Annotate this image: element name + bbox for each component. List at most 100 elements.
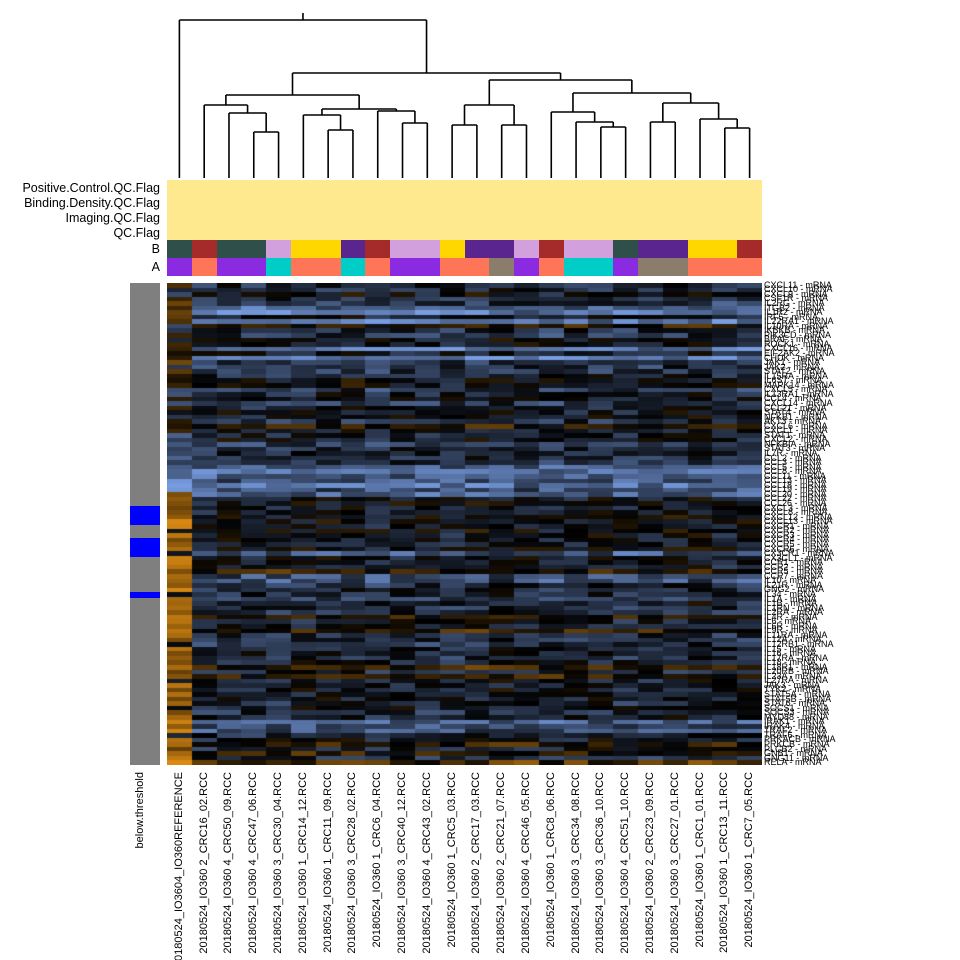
column-label: 20180524_IO360 1_CRC5_03.RCC [445,772,458,948]
annotation-cell-b [365,240,391,258]
annotation-cell-b [216,240,242,258]
annotation-cell-a [737,258,763,276]
column-dendrogram [178,13,751,178]
annotation-cell-b [266,240,292,258]
gene-label: TYK2 - mRNA [764,684,822,695]
annotation-cell-a [266,258,292,276]
annotation-cell-b [613,240,639,258]
gene-label: CXCR1 - mRNA [764,520,830,531]
gene-label: IL6 - mRNA [764,616,812,627]
annotation-row-label-positive-control-qc-flag: Positive.Control.QC.Flag [22,181,160,195]
gene-label: CXCL1 - mRNA [764,425,828,436]
gene-label: NFKB1 - mRNA [764,411,828,422]
column-label: 20180524_IO360 3_CRC36_10.RCC [594,772,607,954]
annotation-cell-a [365,258,391,276]
gene-label: CXCL14 - mRNA [764,398,833,408]
gene-label: IL2RA - mRNA [764,607,824,618]
annotation-cell-a [414,258,440,276]
gene-label: STAT5B - mRNA [764,693,832,704]
gene-label: TRAF2 - mRNA [764,725,827,736]
column-label: 20180524_IO360 3_CRC34_08.RCC [569,772,582,954]
column-label: 20180524_IO360 3_CRC28_02.RCC [346,772,359,954]
annotation-cell-b [638,240,664,258]
gene-label: CCL22 - mRNA [764,493,827,504]
column-label: 20180524_IO360 4_CRC43_02.RCC [420,772,433,954]
gene-label: IRF5 - mRNA [764,311,818,322]
below-threshold-flag-segment [130,542,160,548]
gene-label: IL27RA - mRNA [764,675,829,686]
gene-label: CCL2 - mRNA [764,452,822,463]
gene-label: CCR5 - mRNA [764,566,824,577]
gene-label: PRKCB - mRNA [764,739,830,750]
column-label: 20180524_IO360 2_CRC21_07.RCC [495,772,508,954]
gene-label: AKT3 - mRNA [764,416,822,427]
column-label: 20180524_IO360 1_CRC6_04.RCC [371,772,384,948]
column-label: 20180524_IO360 4_CRC50_09.RCC [222,772,235,954]
annotation-cell-a [439,258,465,276]
column-label: 20180524_IO360 3_CRC30_04.RCC [272,772,285,954]
gene-label: JAK3 - mRNA [764,679,821,690]
gene-label: STAT3 - mRNA [764,443,826,454]
column-label: 20180524_IO360 4_CRC47_06.RCC [247,772,260,954]
gene-label: IL7R - mRNA [764,448,818,459]
gene-label: CCR2 - mRNA [764,561,824,572]
gene-label: IL13RA1 - mRNA [764,388,834,399]
gene-label: CCL8 - mRNA [764,466,822,477]
gene-label: CXCR4 - mRNA [764,534,830,545]
annotation-cell-b [489,240,515,258]
annotation-row-label-b: B [151,242,160,256]
column-label: 20180524_IO360 1_CRC13_11.RCC [718,772,731,953]
annotation-cell-a [514,258,540,276]
gene-label: IL12RB1 - mRNA [764,639,834,649]
below-threshold-flag-segment [130,514,160,521]
gene-label: ITGB2 - mRNA [764,302,825,313]
gene-label: CXCL12 - mRNA [764,511,833,522]
annotation-cell-b [563,240,589,258]
annotation-cell-a [489,258,515,276]
annotation-track-b [167,240,763,258]
annotation-cell-b [662,240,688,258]
annotation-cell-b [712,240,738,258]
annotation-cell-b [588,240,614,258]
annotation-cell-b [390,240,416,258]
gene-label: IRAK4 - mRNA [764,720,825,731]
annotation-cell-a [167,258,192,276]
below-threshold-flag-segment [130,537,160,544]
gene-label: CCL3 - mRNA [764,457,822,468]
gene-label: CCL18 - mRNA [764,479,827,490]
annotation-cell-a [662,258,688,276]
annotation-cell-a [687,258,713,276]
column-label: 20180524_IO360 3_CRC27_01.RCC [668,772,681,954]
gene-label: CCR7 - mRNA [764,570,824,581]
gene-label: GNB1 - mRNA [764,748,824,759]
annotation-cell-b [737,240,763,258]
annotation-cell-a [464,258,490,276]
gene-label: IL10RA - mRNA [764,320,829,331]
gene-label: IL12A - mRNA [764,634,822,645]
gene-label: IRAK1 - mRNA [764,716,825,727]
qc-flag-annotation-block [167,180,762,240]
annotation-track-a [167,258,763,276]
gene-label: IL18R1 - mRNA [764,661,828,672]
gene-label: CCL20 - mRNA [764,488,827,499]
gene-label: IL16 - mRNA [764,648,817,659]
column-label: 20180524_IO360 2_CRC23_09.RCC [643,772,656,954]
gene-label: STAT5A - mRNA [764,689,831,700]
column-label: 20180524_IO360 1_CRC8_06.RCC [544,772,557,948]
annotation-cell-a [315,258,341,276]
annotation-cell-a [563,258,589,276]
gene-label: JAK2 - mRNA [764,361,821,372]
column-label: 20180524_IO360 1_CRC7_05.RCC [743,772,756,948]
below-threshold-flag-segment [130,551,160,557]
annotation-cell-a [340,258,366,276]
gene-label: CXCL10 - mRNA [764,284,833,295]
gene-label: EIF2AK2 - mRNA [764,347,835,358]
column-label: 20180524_IO360 4_CRC51_10.RCC [619,772,632,954]
gene-label: JAK1 - mRNA [764,357,821,368]
gene-label: PLCB2 - mRNA [764,743,828,754]
column-label: 20180524_IO360 3_CRC40_12.RCC [396,772,409,954]
gene-label: CXCR3 - mRNA [764,529,830,540]
gene-label: BRAF - mRNA [764,334,823,345]
gene-label: IL23A - mRNA [764,670,822,681]
